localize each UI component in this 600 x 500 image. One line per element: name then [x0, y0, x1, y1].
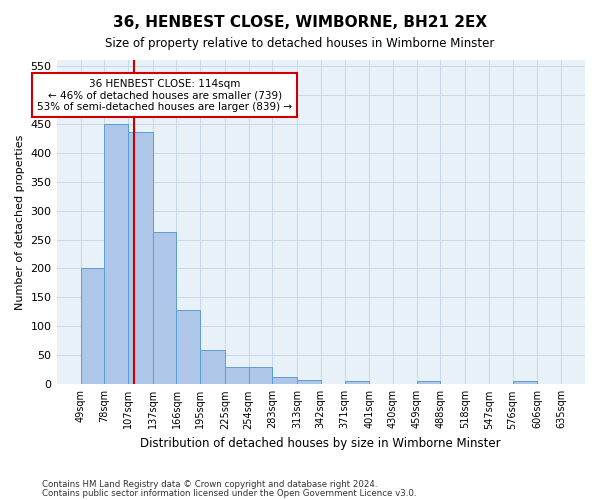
Bar: [416, 382, 440, 384]
Bar: [128, 132, 153, 384]
Bar: [297, 380, 321, 384]
Bar: [80, 268, 104, 384]
Text: 36, HENBEST CLOSE, WIMBORNE, BH21 2EX: 36, HENBEST CLOSE, WIMBORNE, BH21 2EX: [113, 15, 487, 30]
Text: Contains public sector information licensed under the Open Government Licence v3: Contains public sector information licen…: [42, 489, 416, 498]
Text: Contains HM Land Registry data © Crown copyright and database right 2024.: Contains HM Land Registry data © Crown c…: [42, 480, 377, 489]
Text: 36 HENBEST CLOSE: 114sqm
← 46% of detached houses are smaller (739)
53% of semi-: 36 HENBEST CLOSE: 114sqm ← 46% of detach…: [37, 78, 292, 112]
X-axis label: Distribution of detached houses by size in Wimborne Minster: Distribution of detached houses by size …: [140, 437, 501, 450]
Bar: [512, 382, 537, 384]
Bar: [104, 124, 128, 384]
Bar: [153, 232, 176, 384]
Bar: [225, 367, 248, 384]
Bar: [344, 381, 369, 384]
Y-axis label: Number of detached properties: Number of detached properties: [15, 134, 25, 310]
Bar: [248, 367, 272, 384]
Bar: [176, 310, 200, 384]
Bar: [200, 350, 225, 384]
Bar: [272, 377, 297, 384]
Text: Size of property relative to detached houses in Wimborne Minster: Size of property relative to detached ho…: [106, 38, 494, 51]
